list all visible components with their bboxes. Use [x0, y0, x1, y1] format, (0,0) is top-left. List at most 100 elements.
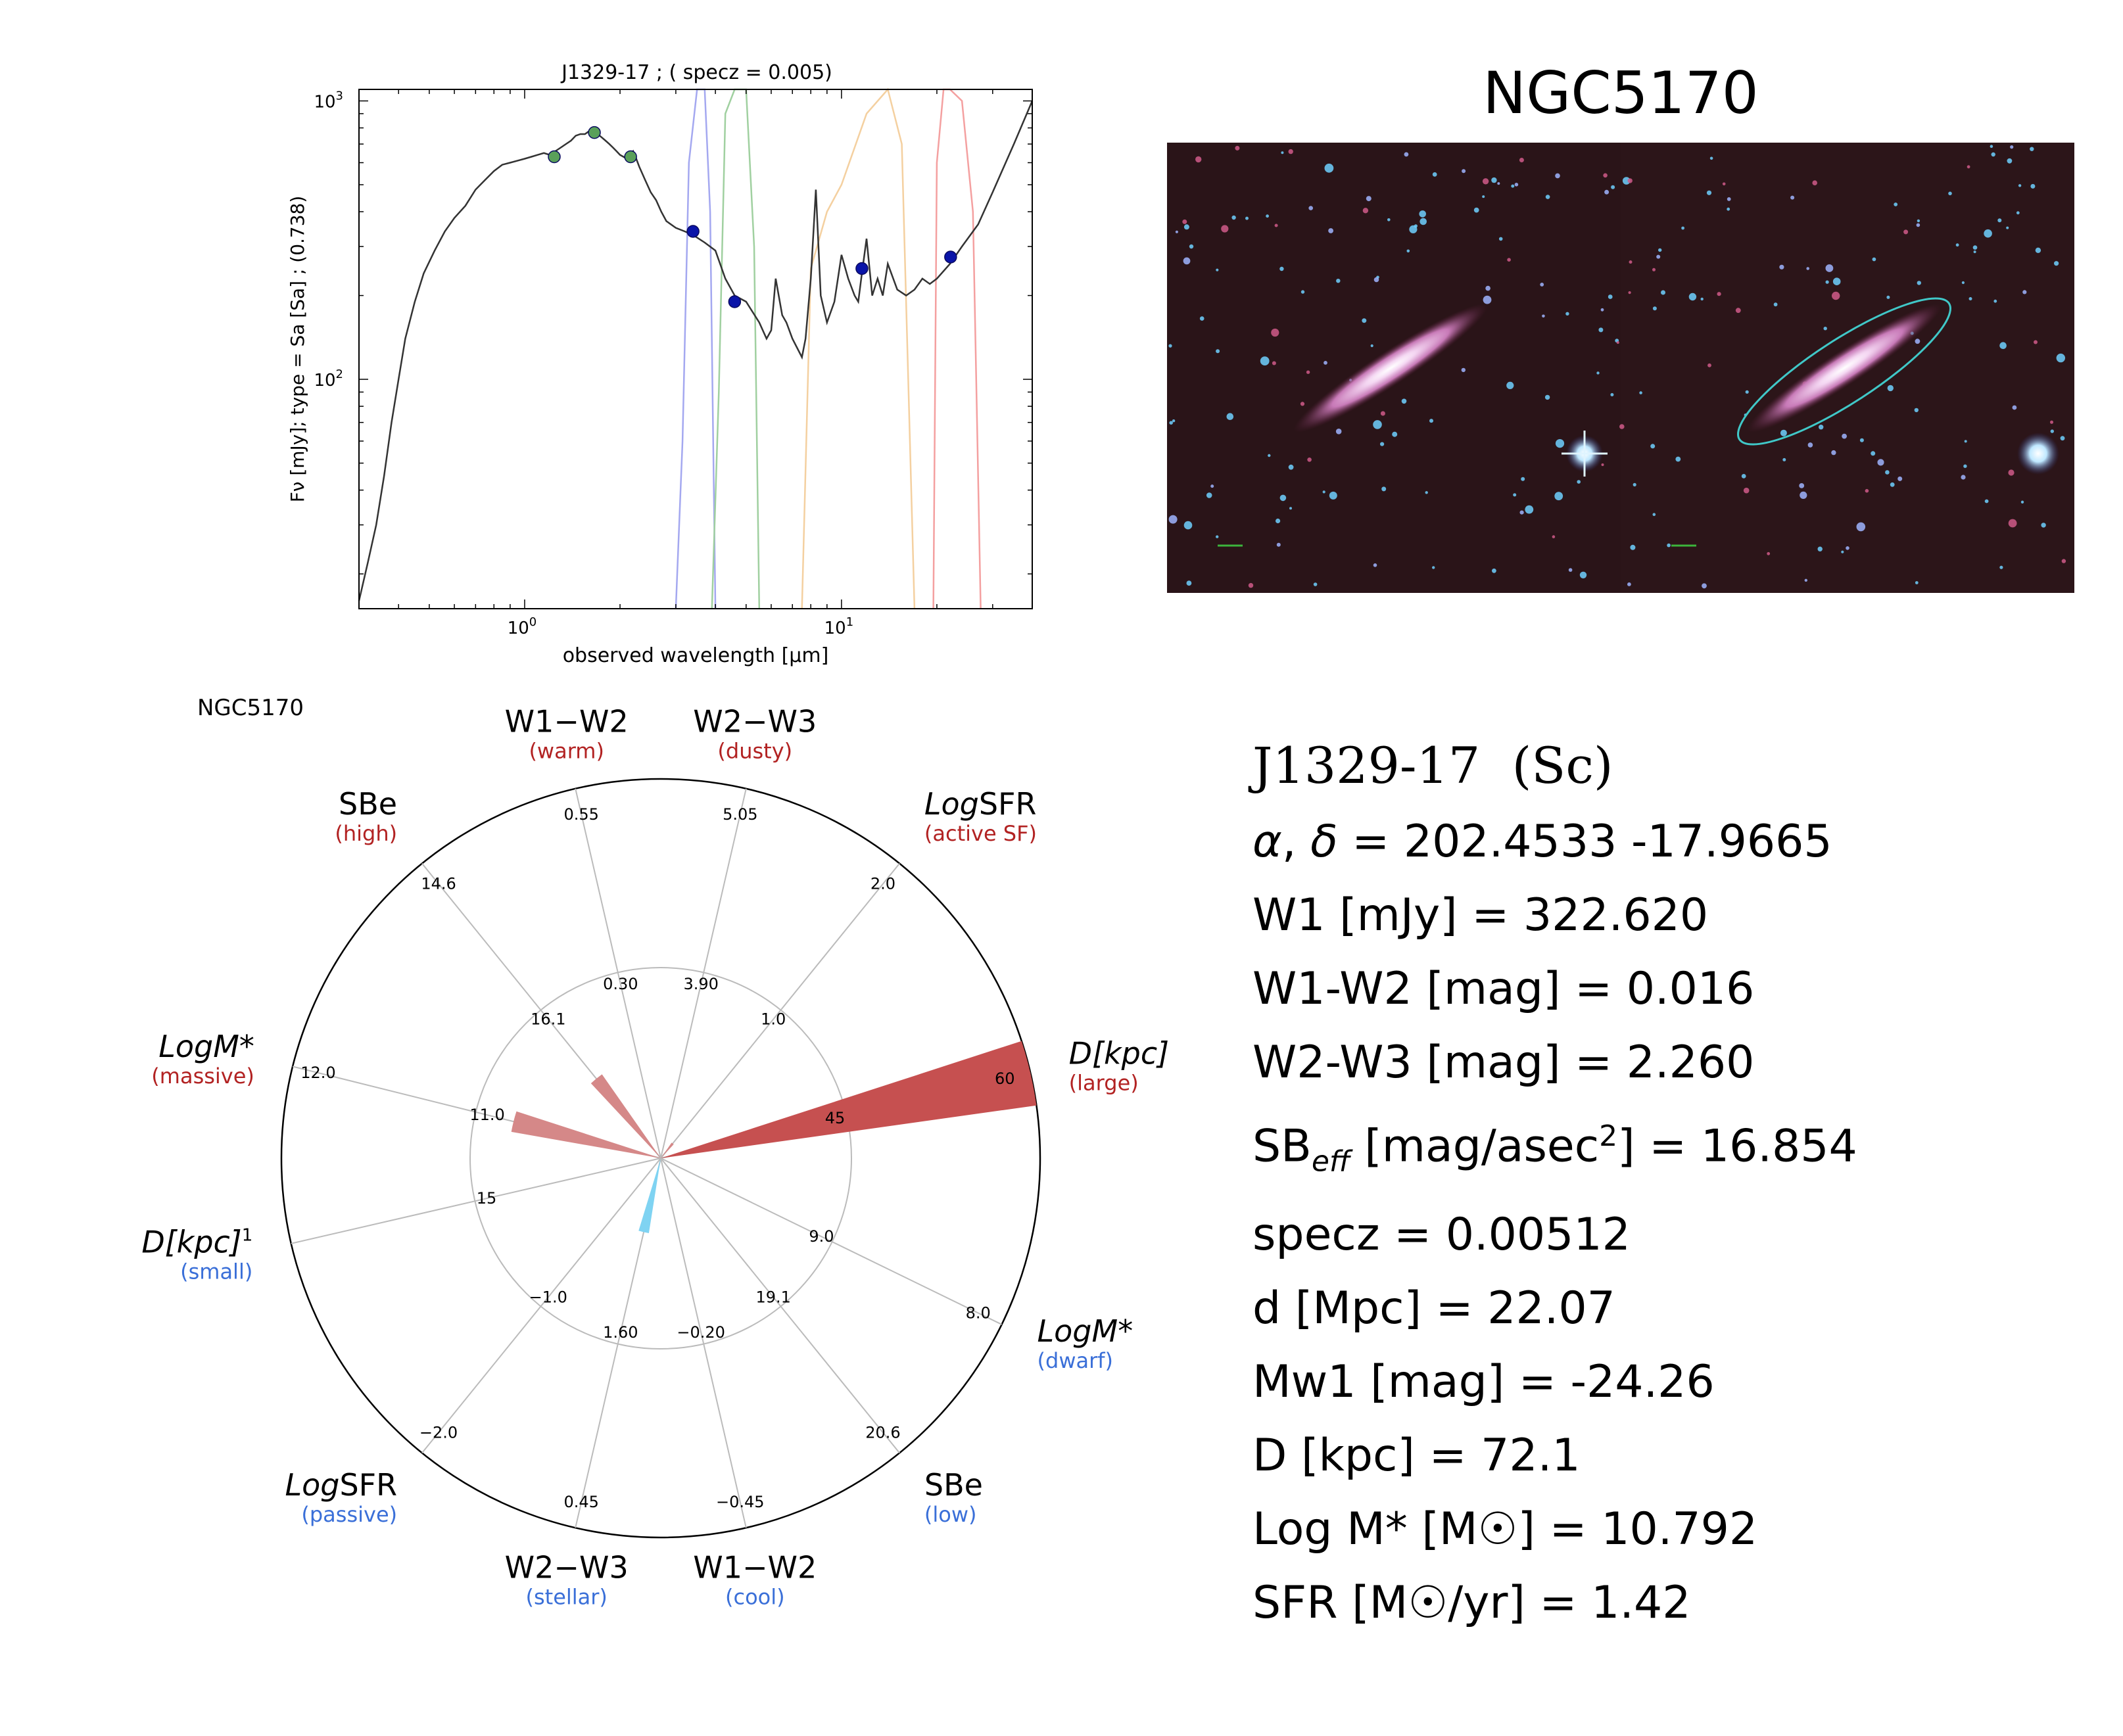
sed-xlabel: observed wavelength [μm] — [563, 644, 829, 667]
galaxy-left — [1293, 304, 1488, 433]
polar-axis-qualifier-9: (small) — [180, 1259, 252, 1284]
polar-spoke-5 — [660, 1158, 900, 1454]
info-line-8: D [kpc] = 72.1 — [1252, 1430, 1581, 1482]
polar-axis-name-0: W1−W2 — [505, 703, 629, 739]
polar-axis-name-8: LogSFR — [285, 1467, 398, 1503]
image-background-stars — [1168, 145, 2066, 589]
info-line-2: W1-W2 [mag] = 0.016 — [1252, 963, 1755, 1015]
polar-axis-qualifier-3: (large) — [1069, 1071, 1139, 1096]
polar-inner-tick-9: 15 — [477, 1189, 497, 1208]
polar-bars — [511, 1041, 1037, 1233]
sed-model-spectrum — [358, 101, 1034, 601]
polar-bar-1 — [511, 1111, 661, 1158]
polar-axis-qualifier-8: (passive) — [301, 1502, 397, 1527]
sed-point-0 — [548, 150, 561, 164]
sed-photometry-points — [548, 126, 957, 308]
info-lines: α, δ = 202.4533 -17.9665 W1 [mJy] = 322.6… — [1252, 805, 2074, 1640]
polar-outer-tick-10: 12.0 — [300, 1064, 335, 1082]
polar-outer-tick-11: 14.6 — [421, 875, 456, 893]
polar-inner-ring — [469, 967, 852, 1349]
sed-point-3 — [686, 225, 700, 238]
sed-point-2 — [624, 150, 637, 164]
polar-bar-4 — [638, 1158, 661, 1233]
polar-inner-tick-8: −1.0 — [529, 1288, 567, 1306]
polar-bar-3 — [661, 1142, 674, 1158]
info-line-4: SBeff [mag/asec2] = 16.854 — [1252, 1119, 1857, 1179]
info-line-10: SFR [M☉/yr] = 1.42 — [1252, 1577, 1691, 1630]
polar-axis-qualifier-4: (dwarf) — [1038, 1348, 1113, 1373]
polar-axis-qualifier-11: (high) — [335, 821, 397, 846]
polar-axis-name-11: SBe — [339, 786, 397, 822]
galaxy-id: J1329-17 — [1252, 736, 1481, 795]
polar-axis-qualifier-6: (cool) — [725, 1585, 785, 1610]
image-panel-title: NGC5170 — [1483, 59, 1758, 127]
polar-axis-qualifier-0: (warm) — [529, 738, 604, 763]
info-panel: J1329-17 (Sc) α, δ = 202.4533 -17.9665 W1… — [1252, 726, 2074, 1640]
polar-spoke-8 — [421, 1158, 661, 1454]
polar-axis-name-10: LogM* — [158, 1029, 254, 1064]
sed-plot-frame — [358, 89, 1033, 609]
polar-outer-tick-3: 60 — [995, 1069, 1015, 1088]
polar-inner-tick-4: 9.0 — [809, 1227, 834, 1246]
info-line-9: Log M* [M☉] = 10.792 — [1252, 1503, 1758, 1556]
polar-axis-name-6: W1−W2 — [693, 1550, 817, 1585]
polar-axis-name-5: SBe — [924, 1467, 983, 1503]
polar-inner-tick-0: 0.30 — [603, 975, 638, 993]
polar-axis-name-2: LogSFR — [924, 786, 1037, 822]
polar-spoke-0 — [575, 788, 661, 1159]
polar-title: NGC5170 — [197, 695, 304, 721]
sed-point-4 — [728, 295, 742, 308]
polar-axis-name-4: LogM* — [1038, 1313, 1133, 1349]
info-line-1: W1 [mJy] = 322.620 — [1252, 889, 1709, 941]
polar-outer-tick-4: 8.0 — [966, 1303, 991, 1322]
galaxy-type: (Sc) — [1512, 736, 1613, 795]
polar-axis-name-3: D[kpc] — [1069, 1036, 1169, 1071]
polar-axis-name-7: W2−W3 — [505, 1550, 629, 1585]
polar-spoke-1 — [660, 788, 747, 1159]
polar-axis-qualifier-10: (massive) — [151, 1064, 254, 1089]
polar-outer-tick-5: 20.6 — [865, 1423, 900, 1442]
polar-inner-tick-1: 3.90 — [683, 975, 718, 993]
polar-spoke-6 — [660, 1158, 747, 1528]
polar-outer-tick-8: −2.0 — [419, 1423, 458, 1442]
polar-outer-tick-0: 0.55 — [563, 805, 598, 824]
galaxy-aperture-ellipse — [1737, 297, 1951, 446]
polar-outer-tick-7: 0.45 — [563, 1493, 598, 1511]
polar-inner-tick-6: −0.20 — [677, 1323, 725, 1342]
polar-bar-2 — [590, 1074, 661, 1158]
info-heading: J1329-17 (Sc) — [1252, 726, 2074, 805]
polar-outer-tick-6: −0.45 — [716, 1493, 765, 1511]
polar-inner-tick-5: 19.1 — [755, 1288, 790, 1306]
polar-inner-tick-3: 45 — [825, 1109, 846, 1127]
info-line-7: Mw1 [mag] = -24.26 — [1252, 1356, 1715, 1409]
polar-inner-tick-7: 1.60 — [603, 1323, 638, 1342]
info-line-5: specz = 0.00512 — [1252, 1209, 1631, 1261]
sed-series-line-0 — [358, 101, 1034, 601]
info-line-0: α, δ = 202.4533 -17.9665 — [1252, 816, 1832, 868]
polar-inner-tick-10: 11.0 — [469, 1106, 504, 1124]
polar-axis-name-1: W2−W3 — [693, 703, 817, 739]
sed-ylabel: Fν [mJy]; type = Sa [Sa] ; (0.738) — [287, 196, 308, 503]
polar-spoke-9 — [291, 1158, 661, 1244]
polar-spoke-4 — [660, 1158, 1003, 1325]
polar-axis-qualifier-5: (low) — [924, 1502, 977, 1527]
polar-axis-qualifier-1: (dusty) — [717, 738, 792, 763]
galaxy-right — [1747, 304, 1942, 433]
polar-axis-qualifier-7: (stellar) — [525, 1585, 607, 1610]
polar-axis-qualifier-2: (active SF) — [924, 821, 1037, 846]
polar-spoke-2 — [660, 862, 900, 1159]
polar-axis-labels: 0.550.30W1−W2(warm)5.053.90W2−W3(dusty)2… — [141, 703, 1169, 1609]
sed-point-5 — [855, 262, 869, 275]
polar-inner-tick-2: 1.0 — [761, 1010, 786, 1029]
info-line-3: W2-W3 [mag] = 2.260 — [1252, 1037, 1755, 1089]
info-line-6: d [Mpc] = 22.07 — [1252, 1282, 1615, 1335]
polar-outer-ring — [280, 778, 1041, 1539]
polar-outer-tick-1: 5.05 — [723, 805, 757, 824]
polar-axis-name-9: D[kpc]1 — [141, 1224, 252, 1259]
sed-point-6 — [944, 250, 957, 264]
polar-bar-0 — [661, 1041, 1037, 1158]
bright-star-right — [2017, 433, 2059, 475]
